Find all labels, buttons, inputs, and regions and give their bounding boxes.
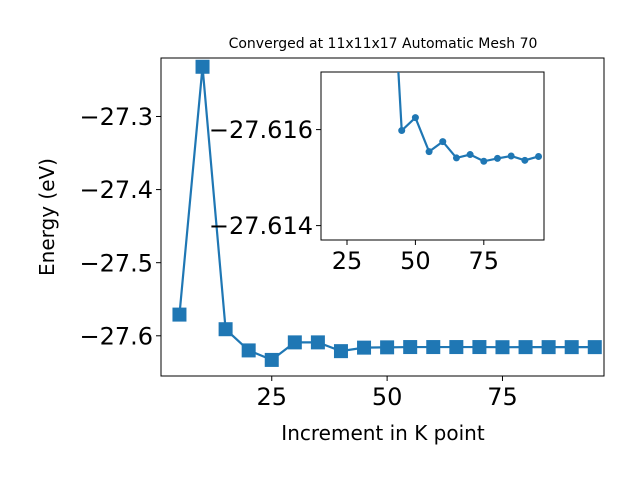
data-point — [564, 340, 579, 355]
chart-title: Converged at 11x11x17 Automatic Mesh 70 — [229, 36, 538, 52]
data-point — [195, 59, 210, 74]
data-point — [480, 157, 488, 165]
data-point — [507, 152, 515, 160]
x-axis-label: Increment in K point — [281, 421, 485, 445]
data-point — [241, 343, 256, 358]
data-point — [535, 152, 543, 160]
y-tick-label: −27.3 — [79, 103, 153, 131]
y-tick-label: −27.4 — [79, 176, 153, 204]
data-point — [472, 340, 487, 355]
data-point — [452, 154, 460, 162]
data-point — [172, 307, 187, 322]
data-point — [287, 335, 302, 350]
series-group — [172, 59, 602, 367]
x-tick-label: 75 — [487, 383, 518, 411]
y-tick-label: −27.6 — [79, 322, 153, 350]
data-point — [425, 148, 433, 156]
data-point — [310, 335, 325, 350]
data-point — [357, 340, 372, 355]
data-point — [495, 340, 510, 355]
y-tick-label: −27.5 — [79, 249, 153, 277]
data-point — [493, 154, 501, 162]
data-point — [426, 340, 441, 355]
x-tick-label: 25 — [332, 247, 363, 275]
y-axis-label: Energy (eV) — [35, 158, 59, 276]
data-point — [333, 344, 348, 359]
x-tick-label: 75 — [469, 247, 500, 275]
data-point — [521, 156, 529, 164]
data-point — [380, 340, 395, 355]
data-point — [218, 322, 233, 337]
data-point — [466, 151, 474, 159]
plot-frame — [320, 71, 545, 241]
data-point — [518, 340, 533, 355]
data-point — [449, 340, 464, 355]
series-group — [397, 72, 543, 165]
data-point — [439, 138, 447, 146]
data-point — [411, 114, 419, 122]
data-point — [403, 340, 418, 355]
y-tick-label: −27.614 — [209, 212, 313, 240]
y-tick-label: −27.616 — [209, 116, 313, 144]
x-tick-label: 25 — [256, 383, 287, 411]
inset-plot: 25 50 75 −27.616 −27.614 — [209, 71, 545, 275]
x-tick-label: 50 — [400, 247, 431, 275]
data-point — [398, 127, 406, 135]
data-point — [264, 352, 279, 367]
data-point — [541, 340, 556, 355]
x-tick-label: 50 — [372, 383, 403, 411]
data-point — [587, 340, 602, 355]
